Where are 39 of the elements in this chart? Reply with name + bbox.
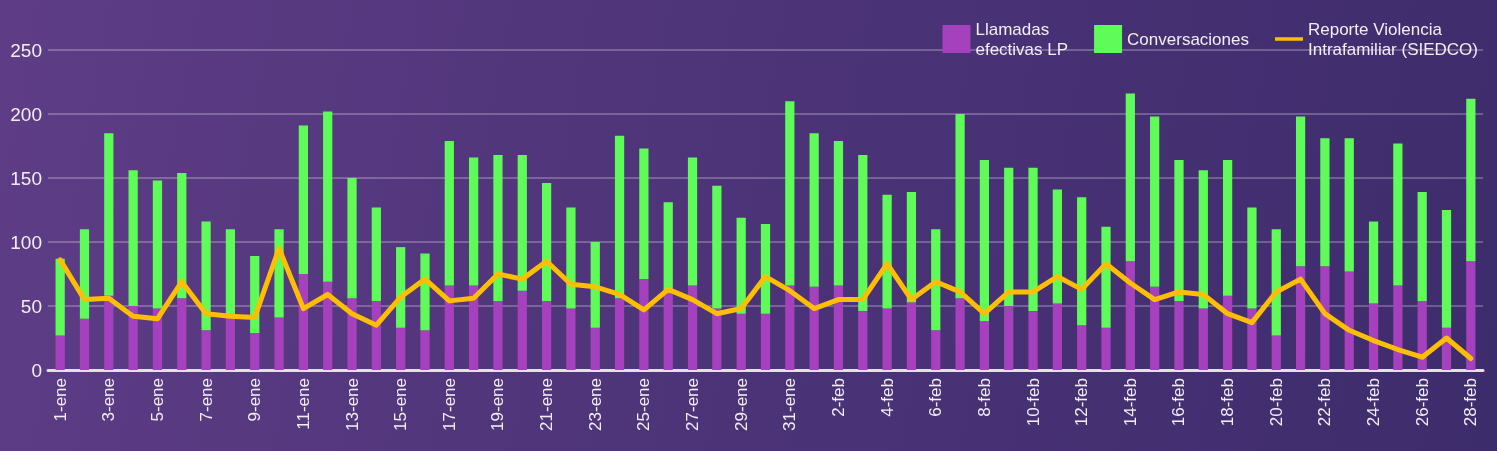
x-tick-label: 15-ene: [391, 378, 411, 431]
y-tick-label: 0: [31, 359, 42, 381]
x-tick-label: 31-ene: [780, 378, 800, 431]
x-tick-label: 5-ene: [147, 378, 167, 422]
x-tick-label: 12-feb: [1072, 378, 1092, 427]
x-tick-label: 14-feb: [1120, 378, 1140, 427]
legend-label: Llamadas efectivas LP: [975, 19, 1069, 59]
y-tick-label: 50: [20, 295, 42, 317]
x-tick-label: 9-ene: [245, 378, 265, 422]
x-tick-label: 16-feb: [1169, 378, 1189, 427]
x-tick-label: 10-feb: [1023, 378, 1043, 427]
y-tick-label: 150: [10, 167, 42, 189]
x-tick-label: 25-ene: [634, 378, 654, 431]
y-tick-label: 200: [10, 103, 42, 125]
x-tick-label: 21-ene: [537, 378, 557, 431]
x-tick-label: 27-ene: [683, 378, 703, 431]
x-tick-label: 13-ene: [342, 378, 362, 431]
x-tick-label: 19-ene: [488, 378, 508, 431]
x-tick-label: 28-feb: [1461, 378, 1481, 427]
x-tick-label: 26-feb: [1412, 378, 1432, 427]
y-tick-label: 100: [10, 231, 42, 253]
legend-label: Conversaciones: [1127, 29, 1249, 49]
x-tick-label: 2-feb: [828, 378, 848, 417]
y-tick-label: 250: [10, 39, 42, 61]
x-tick-label: 11-ene: [293, 378, 313, 430]
legend-label: Reporte Violencia Intrafamiliar (SIEDCO): [1307, 19, 1479, 59]
x-tick-label: 18-feb: [1218, 378, 1238, 427]
x-tick-label: 8-feb: [974, 378, 994, 417]
x-tick-label: 4-feb: [877, 378, 897, 417]
x-tick-label: 1-ene: [50, 378, 70, 422]
x-tick-label: 24-feb: [1364, 378, 1384, 427]
x-tick-label: 17-ene: [439, 378, 459, 431]
x-tick-label: 3-ene: [99, 378, 119, 422]
x-tick-label: 7-ene: [196, 378, 216, 422]
x-tick-label: 23-ene: [585, 378, 605, 431]
x-tick-label: 20-feb: [1266, 378, 1286, 427]
x-tick-label: 29-ene: [731, 378, 751, 431]
x-tick-label: 22-feb: [1315, 378, 1335, 427]
x-tick-label: 6-feb: [926, 378, 946, 417]
